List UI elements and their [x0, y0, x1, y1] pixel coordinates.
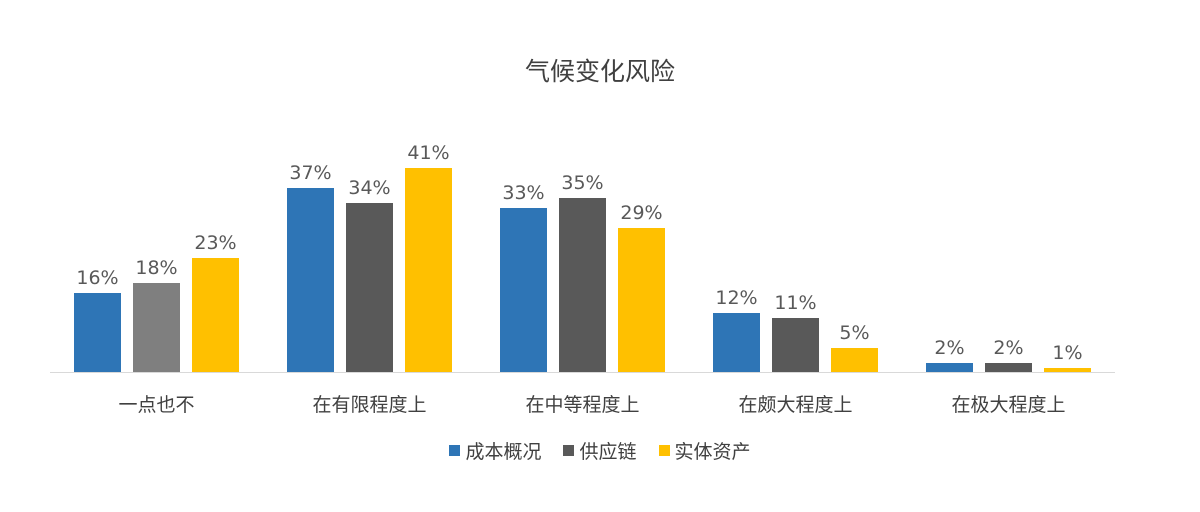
- x-axis-line: [50, 372, 1115, 373]
- bar: [559, 197, 606, 373]
- bar: [985, 362, 1032, 373]
- bar: [133, 282, 180, 373]
- x-tick-label: 在有限程度上: [312, 394, 427, 416]
- legend-label: 供应链: [579, 441, 637, 463]
- bar: [831, 347, 878, 373]
- legend-swatch-icon: [563, 445, 575, 456]
- bar: [713, 312, 760, 373]
- x-tick-label: 在颇大程度上: [738, 394, 853, 416]
- bar: [618, 227, 665, 373]
- data-label: 16%: [76, 266, 119, 289]
- data-label: 18%: [135, 256, 178, 279]
- data-label: 33%: [502, 181, 545, 204]
- data-label: 35%: [561, 171, 604, 194]
- x-tick-label: 一点也不: [118, 394, 195, 416]
- legend-label: 实体资产: [674, 441, 751, 463]
- legend-item: 实体资产: [658, 437, 751, 464]
- bar: [926, 362, 973, 373]
- legend-swatch-icon: [449, 445, 461, 456]
- data-label: 23%: [194, 231, 237, 254]
- data-label: 2%: [993, 336, 1024, 359]
- data-label: 37%: [289, 161, 332, 184]
- legend-swatch-icon: [658, 445, 670, 456]
- bar: [772, 317, 819, 373]
- legend: 成本概况 供应链 实体资产: [0, 437, 1200, 464]
- x-tick-label: 在极大程度上: [951, 394, 1066, 416]
- data-label: 12%: [715, 286, 758, 309]
- bar: [405, 167, 452, 373]
- bar: [346, 202, 393, 373]
- bar: [1044, 368, 1091, 373]
- plot-area: 16% 18% 23% 37% 34% 41% 33% 35% 29% 12% 11% 5% 2% 2% 1…: [50, 120, 1115, 373]
- data-label: 11%: [774, 291, 817, 314]
- data-label: 1%: [1052, 342, 1083, 364]
- data-label: 29%: [620, 201, 663, 224]
- data-label: 34%: [348, 176, 391, 199]
- x-tick-label: 在中等程度上: [525, 394, 640, 416]
- bar: [500, 207, 547, 373]
- legend-item: 成本概况: [449, 437, 541, 464]
- data-label: 41%: [407, 141, 450, 164]
- data-label: 5%: [839, 321, 870, 344]
- chart-title: 气候变化风险: [524, 57, 675, 86]
- data-label: 2%: [934, 336, 965, 359]
- bar: [192, 257, 239, 373]
- bar: [74, 292, 121, 373]
- legend-label: 成本概况: [465, 441, 542, 463]
- legend-item: 供应链: [563, 437, 637, 464]
- bar: [287, 187, 334, 373]
